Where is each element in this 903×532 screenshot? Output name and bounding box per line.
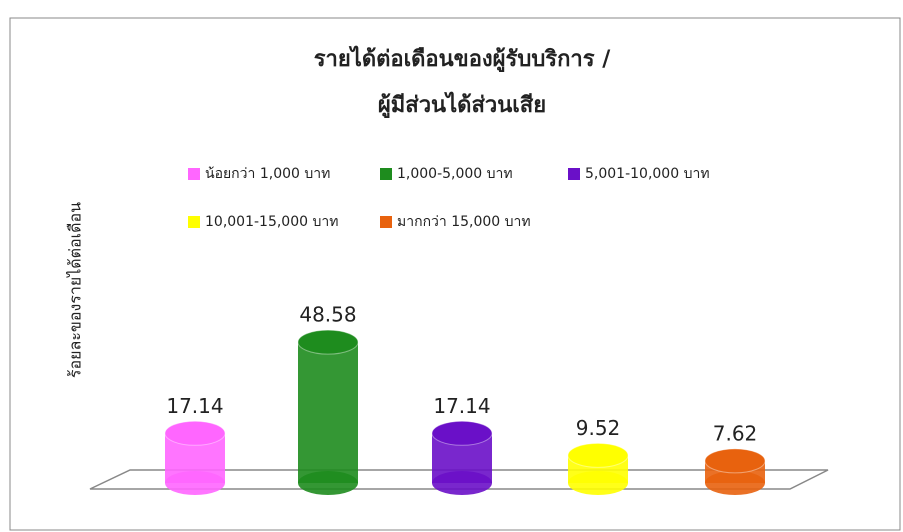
legend-swatch [188,216,200,228]
legend-swatch [380,168,392,180]
chart: รายได้ต่อเดือนของผู้รับบริการ / ผู้มีส่ว… [0,0,903,532]
legend-label: มากกว่า 15,000 บาท [397,214,531,230]
bar-top [705,449,765,473]
bar [298,342,358,483]
y-axis-label: ร้อยละของรายได้ต่อเดือน [66,202,85,378]
data-label: 48.58 [299,303,356,327]
legend-label: 5,001-10,000 บาท [585,166,710,182]
bar-top [165,421,225,445]
legend-label: 10,001-15,000 บาท [205,214,338,230]
bar-top [432,421,492,445]
bar-top [298,330,358,354]
legend-swatch [568,168,580,180]
data-label: 9.52 [576,416,621,440]
data-label: 17.14 [166,394,223,418]
legend-label: 1,000-5,000 บาท [397,166,513,182]
data-label: 7.62 [713,421,758,445]
legend-swatch [188,168,200,180]
data-label: 17.14 [433,394,490,418]
bar-top [568,443,628,467]
legend-label: น้อยกว่า 1,000 บาท [205,166,330,182]
chart-title: ผู้มีส่วนได้ส่วนเสีย [378,91,546,119]
chart-title: รายได้ต่อเดือนของผู้รับบริการ / [314,45,612,73]
legend-swatch [380,216,392,228]
